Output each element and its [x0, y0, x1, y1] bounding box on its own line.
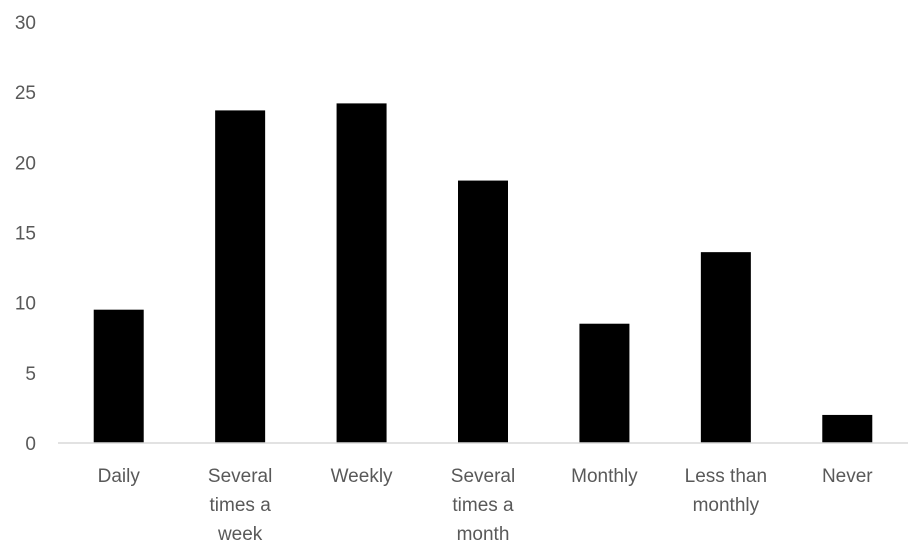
- y-tick-label: 5: [25, 364, 36, 385]
- x-category-label: Several times a week: [208, 466, 272, 544]
- x-category-label-line: monthly: [693, 495, 760, 516]
- y-tick-label: 10: [15, 294, 36, 315]
- bar: [336, 103, 387, 443]
- x-category-label-line: times a: [210, 495, 272, 516]
- bar: [93, 309, 144, 443]
- x-category-label-line: Weekly: [331, 466, 393, 487]
- x-category-label-line: month: [457, 524, 510, 544]
- y-tick-label: 20: [15, 153, 36, 174]
- y-tick-label: 15: [15, 224, 36, 245]
- x-category-label-line: Monthly: [571, 466, 638, 487]
- x-category-label: Several times a month: [451, 466, 515, 544]
- x-category-label-line: Less than: [685, 466, 767, 487]
- bar: [700, 252, 751, 443]
- y-tick-label: 0: [25, 434, 36, 455]
- x-category-label-line: Never: [822, 466, 873, 487]
- x-category-label: Never: [822, 466, 873, 487]
- y-tick-label: 25: [15, 83, 36, 104]
- x-category-label: Less than monthly: [685, 466, 767, 516]
- y-axis-ticks: 0 5 10 15 20 25 30: [15, 13, 36, 455]
- bar: [822, 414, 873, 443]
- x-category-label-line: Daily: [98, 466, 141, 487]
- x-category-label: Monthly: [571, 466, 638, 487]
- y-tick-label: 30: [15, 13, 36, 34]
- x-category-label-line: Several: [208, 466, 272, 487]
- x-category-label-line: week: [217, 524, 263, 544]
- x-category-label-line: Several: [451, 466, 515, 487]
- bar: [579, 323, 630, 443]
- bars: [93, 103, 873, 443]
- bar: [458, 180, 508, 443]
- x-category-label-line: times a: [452, 495, 514, 516]
- x-category-label: Daily: [98, 466, 141, 487]
- bar: [215, 110, 266, 443]
- x-category-label: Weekly: [331, 466, 393, 487]
- x-axis-labels: Daily Several times a week Weekly Several time…: [98, 466, 874, 544]
